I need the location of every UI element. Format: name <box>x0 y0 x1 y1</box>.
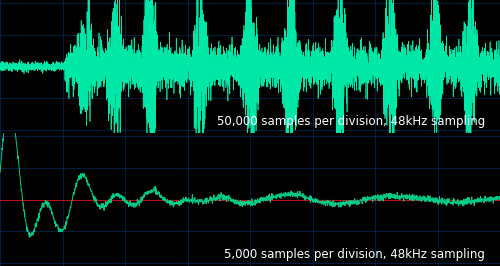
Text: 5,000 samples per division, 48kHz sampling: 5,000 samples per division, 48kHz sampli… <box>224 248 485 261</box>
Text: 50,000 samples per division, 48kHz sampling: 50,000 samples per division, 48kHz sampl… <box>217 115 485 128</box>
